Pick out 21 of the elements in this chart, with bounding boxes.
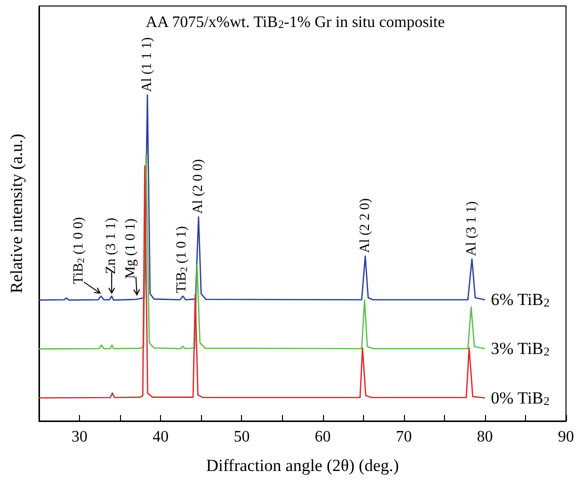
series-label: 6% TiB2 bbox=[490, 290, 550, 310]
annotation: TiB2 (1 0 0) bbox=[72, 216, 87, 284]
series-label: 0% TiB2 bbox=[490, 388, 550, 408]
annotation: Zn (3 1 1) bbox=[104, 217, 120, 274]
chart-title: AA 7075/x%wt. TiB2-1% Gr in situ composite bbox=[146, 14, 445, 32]
annotation: Al (2 2 0) bbox=[358, 198, 373, 254]
series-label: 3% TiB2 bbox=[490, 339, 550, 359]
annotation: Al (2 0 0) bbox=[191, 158, 206, 214]
x-tick-label: 70 bbox=[396, 428, 412, 446]
annotation: Al (3 1 1) bbox=[464, 200, 480, 256]
annotation: Al (1 1 1) bbox=[140, 36, 155, 92]
y-axis-title: Relative intensity (a.u.) bbox=[7, 134, 26, 294]
annotation: Mg (1 0 1) bbox=[123, 218, 138, 279]
x-tick-label: 80 bbox=[476, 428, 493, 446]
x-tick-label: 90 bbox=[558, 428, 574, 446]
annotation: TiB2 (1 0 1) bbox=[174, 226, 190, 294]
x-axis-title: Diffraction angle (2θ) (deg.) bbox=[206, 456, 399, 475]
x-tick-label: 40 bbox=[152, 428, 169, 446]
x-tick-label: 50 bbox=[234, 428, 250, 446]
x-tick-label: 30 bbox=[72, 428, 88, 446]
x-tick-label: 60 bbox=[314, 428, 331, 446]
